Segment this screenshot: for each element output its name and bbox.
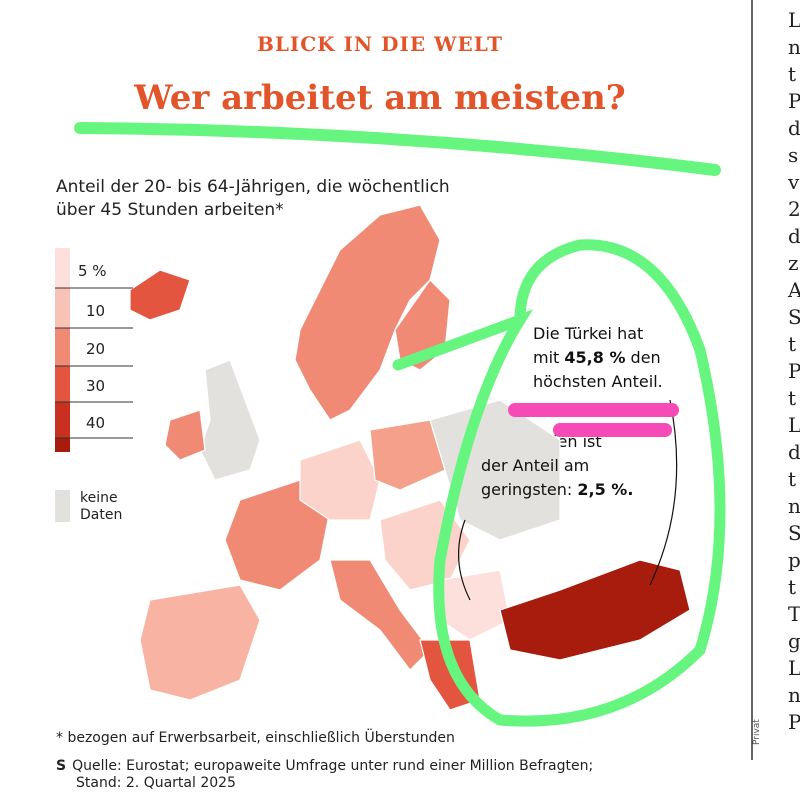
annotation: Die Türkei hat mit 45,8 % den höchsten A… — [533, 322, 663, 394]
italy — [329, 559, 431, 671]
legend-label: Daten — [80, 507, 123, 523]
source-line: S Quelle: Eurostat; europaweite Umfrage u… — [56, 758, 593, 775]
text: den — [625, 348, 661, 367]
legend-swatch — [55, 402, 70, 438]
legend-swatch — [55, 490, 70, 522]
text: Quelle: Eurostat; europaweite Umfrage un… — [72, 758, 594, 774]
ireland — [164, 409, 206, 461]
column-fragment: g — [788, 629, 800, 653]
highlighter-circle — [392, 239, 726, 727]
legend-label: 5 % — [78, 262, 107, 280]
text: geringsten: — [481, 480, 578, 499]
annotation-line: der Anteil am — [481, 456, 590, 475]
column-fragment: n — [788, 683, 800, 707]
source: S Quelle: Eurostat; europaweite Umfrage u… — [56, 758, 593, 792]
legend-swatch — [55, 328, 70, 366]
legend-swatches — [55, 248, 133, 522]
column-fragment: P — [788, 710, 800, 734]
subtitle-line: über 45 Stunden arbeiten* — [56, 200, 284, 220]
column-fragment: n — [788, 494, 800, 518]
bulgaria — [439, 569, 511, 641]
legend-label: keine — [80, 490, 118, 506]
column-fragment: P — [788, 359, 800, 383]
column-fragment: t — [788, 386, 797, 410]
column-fragment: t — [788, 62, 797, 86]
annotation: der Anteil am geringsten: 2,5 %. — [481, 454, 633, 502]
column-fragment: t — [788, 575, 797, 599]
logo: S — [56, 758, 67, 774]
highlight: 2,5 %. — [577, 480, 634, 499]
column-fragment: L — [788, 413, 800, 437]
annotation-line: mit 45,8 % den — [533, 346, 663, 370]
highlight: 45,8 % — [564, 348, 626, 367]
column-fragment: P — [788, 89, 800, 113]
legend-swatch — [55, 366, 70, 402]
annotation-line: geringsten: 2,5 %. — [481, 478, 633, 502]
legend-no-data: keine Daten — [80, 490, 122, 524]
source-line: Stand: 2. Quartal 2025 — [76, 775, 236, 791]
column-fragment: L — [788, 656, 800, 680]
column-fragment: z — [788, 251, 799, 275]
column-fragment: T — [788, 602, 800, 626]
legend-label: 20 — [86, 340, 106, 358]
subtitle-line: Anteil der 20- bis 64-Jährigen, die wöch… — [56, 177, 450, 197]
iberia — [139, 584, 261, 701]
annotation-line: höchsten Anteil. — [533, 372, 663, 391]
iceland — [129, 269, 191, 321]
arrow — [458, 519, 471, 601]
central-europe — [379, 499, 471, 591]
legend-label: 30 — [86, 377, 106, 395]
column-fragment: S — [788, 305, 800, 329]
pink-scribble — [508, 403, 679, 437]
text: mit — [533, 348, 565, 367]
title: Wer arbeitet am meisten? — [134, 78, 626, 118]
column-fragment: 2 — [788, 197, 800, 221]
column-fragment: A — [788, 278, 800, 302]
legend-swatch — [55, 438, 70, 452]
subtitle: Anteil der 20- bis 64-Jährigen, die wöch… — [56, 176, 450, 222]
column-fragment: s — [788, 143, 799, 167]
turkey — [499, 559, 691, 661]
column-fragment: d — [788, 440, 800, 464]
column-fragment: n — [788, 35, 800, 59]
germany — [299, 439, 381, 521]
legend-swatch — [55, 288, 70, 328]
footnote: * bezogen auf Erwerbsarbeit, einschließl… — [56, 730, 455, 746]
legend-label: 40 — [86, 414, 106, 432]
column-fragment: t — [788, 332, 797, 356]
map — [129, 204, 691, 711]
legend-swatch — [55, 248, 70, 288]
highlighter-stroke — [74, 122, 721, 176]
credit: Privat — [752, 719, 762, 745]
legend-label: 10 — [86, 302, 106, 320]
uk — [199, 359, 261, 481]
arrow — [649, 399, 678, 586]
poland — [369, 419, 446, 491]
column-fragment: d — [788, 116, 800, 140]
column-fragment: t — [788, 467, 797, 491]
kicker: BLICK IN DIE WELT — [256, 32, 504, 56]
scandinavia — [294, 204, 441, 421]
column-fragment: S — [788, 521, 800, 545]
column-fragment: p — [788, 548, 800, 572]
annotation-line: Die Türkei hat — [533, 324, 644, 343]
column-fragment: d — [788, 224, 800, 248]
column-fragment: v — [788, 170, 800, 194]
column-fragment: L — [788, 8, 800, 32]
